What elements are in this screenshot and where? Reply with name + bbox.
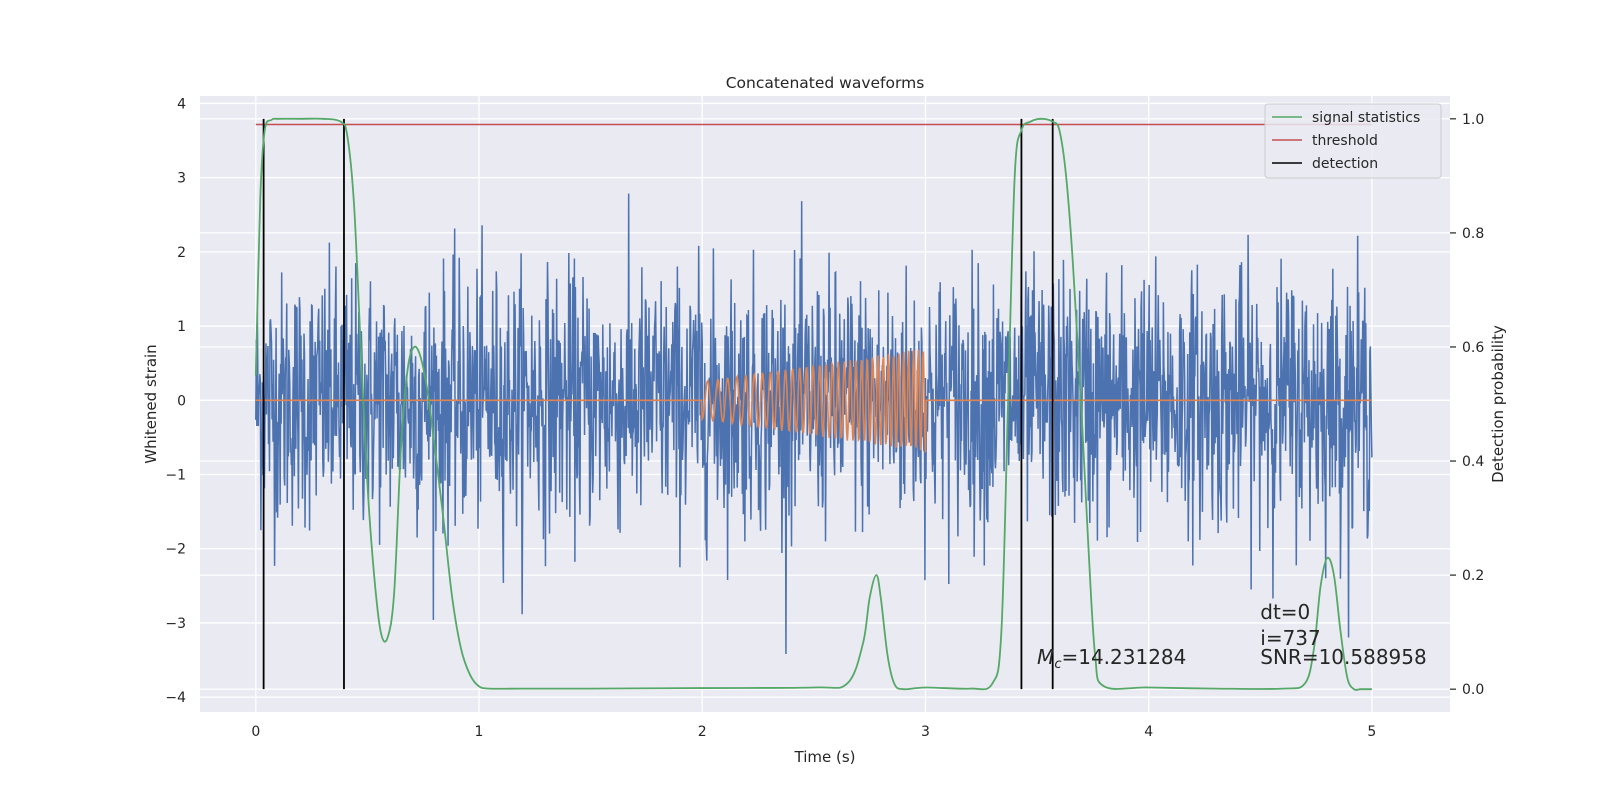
right-tick-label: 1.0 <box>1462 112 1484 128</box>
legend-box <box>1264 103 1442 179</box>
y-tick-label: 3 <box>177 171 186 187</box>
legend-label-detection: detection <box>1312 156 1378 172</box>
y-tick-label: 0 <box>177 393 186 409</box>
y-tick-label: 1 <box>177 319 186 335</box>
right-axis-label: Detection probability <box>1489 325 1507 483</box>
y-tick-label: −4 <box>165 690 186 706</box>
annotation-1: dt=0 <box>1260 600 1310 624</box>
y-axis-ticks: −4 −3 −2 −1 0 1 2 3 4 <box>165 96 186 706</box>
x-axis-ticks: 0 1 2 3 4 5 <box>251 724 1376 740</box>
x-tick-label: 0 <box>251 724 260 740</box>
series-layer <box>254 117 1373 691</box>
right-axis-ticks: 0.0 0.2 0.4 0.6 0.8 1.0 <box>1450 112 1484 698</box>
legend-label-signal-statistics: signal statistics <box>1312 110 1420 126</box>
annotation-0: Mc=14.231284 <box>1037 645 1186 672</box>
x-axis-label: Time (s) <box>794 748 856 766</box>
legend: signal statistics threshold detection <box>1264 103 1442 179</box>
y-tick-label: 2 <box>177 245 186 261</box>
x-tick-label: 1 <box>475 724 484 740</box>
right-tick-label: 0.6 <box>1462 340 1484 356</box>
chart-title: Concatenated waveforms <box>726 74 925 92</box>
legend-label-threshold: threshold <box>1312 133 1378 149</box>
y-tick-label: 4 <box>177 96 186 112</box>
x-tick-label: 2 <box>698 724 707 740</box>
annotation-2: i=737 <box>1260 626 1321 650</box>
y-tick-label: −2 <box>165 542 186 558</box>
right-tick-label: 0.0 <box>1462 682 1484 698</box>
right-tick-label: 0.8 <box>1462 226 1484 242</box>
y-tick-label: −3 <box>165 616 186 632</box>
right-tick-label: 0.4 <box>1462 454 1484 470</box>
annotation-3: SNR=10.588958 <box>1260 645 1426 669</box>
x-tick-label: 4 <box>1144 724 1153 740</box>
x-tick-label: 3 <box>921 724 930 740</box>
x-tick-label: 5 <box>1367 724 1376 740</box>
signal-statistics-series <box>254 117 1372 691</box>
y-axis-label: Whitened strain <box>142 344 160 463</box>
right-tick-label: 0.2 <box>1462 568 1484 584</box>
y-tick-label: −1 <box>165 468 186 484</box>
template-series <box>255 350 1372 453</box>
